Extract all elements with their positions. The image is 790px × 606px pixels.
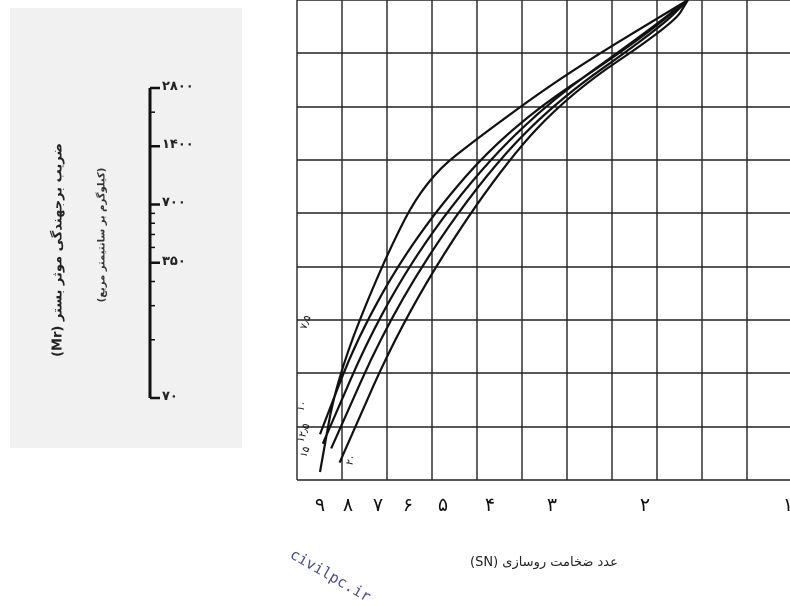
curve-line-5 bbox=[338, 0, 689, 464]
modulus-scale-unit: (کیلوگرم بر سانتیمتر مربع) bbox=[96, 167, 108, 303]
curve-line-1 bbox=[318, 0, 689, 473]
sn-tick-label: ۳ bbox=[546, 494, 558, 516]
sn-tick-label: ۷ bbox=[372, 494, 384, 516]
x-axis-title: عدد ضخامت روسازی (SN) bbox=[470, 555, 618, 570]
curve-labels: ۷٫۵ ۱۰ ۱۲٫۵۱۵ ۲۰ bbox=[295, 314, 358, 467]
curve-label: ۱۲٫۵ bbox=[295, 422, 312, 444]
chart-curves bbox=[318, 0, 689, 473]
curve-label: ۷٫۵ bbox=[298, 314, 313, 331]
scale-tick-label: ۲۸۰۰ bbox=[162, 79, 194, 94]
curve-label: ۲۰ bbox=[344, 453, 358, 467]
sn-tick-label: ۵ bbox=[437, 494, 449, 516]
sn-tick-label: ۸ bbox=[342, 494, 354, 516]
scale-tick-label: ۷۰۰ bbox=[162, 195, 186, 211]
sn-tick-label: ۱ bbox=[782, 494, 790, 516]
chart-grid bbox=[296, 0, 790, 481]
sn-tick-label: ۶ bbox=[402, 494, 414, 516]
curve-line-4 bbox=[330, 0, 689, 449]
scale-panel bbox=[10, 8, 242, 448]
curve-label: ۱۵ bbox=[298, 445, 312, 459]
curve-label: ۱۰ bbox=[295, 399, 309, 413]
modulus-scale-title: ضریب برجهندگی موثر بستر (Mr) bbox=[50, 143, 66, 357]
sn-tick-label: ۲ bbox=[639, 494, 651, 516]
scale-tick-label: ۳۵۰ bbox=[162, 253, 186, 269]
sn-tick-label: ۴ bbox=[484, 494, 496, 516]
curve-line-2 bbox=[318, 0, 689, 435]
sn-tick-label: ۹ bbox=[314, 494, 326, 516]
scale-tick-label: ۱۴۰۰ bbox=[162, 137, 194, 153]
curve-line-3 bbox=[321, 0, 689, 445]
modulus-scale bbox=[148, 86, 160, 400]
scale-tick-label: ۷۰ bbox=[162, 389, 178, 404]
